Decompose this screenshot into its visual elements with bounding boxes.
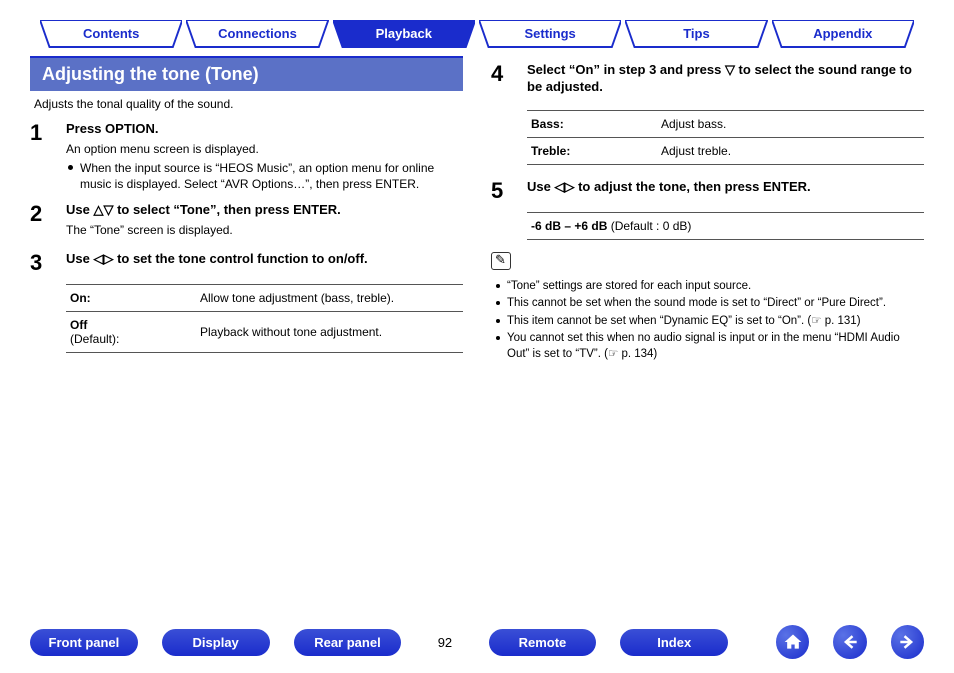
step-heading: Select “On” in step 3 and press ▽ to sel…	[527, 62, 924, 96]
range-bold: -6 dB – +6 dB	[531, 219, 607, 233]
index-button[interactable]: Index	[620, 629, 728, 656]
note-item: This cannot be set when the sound mode i…	[495, 296, 924, 312]
tab-playback[interactable]: Playback	[333, 20, 475, 48]
tab-appendix[interactable]: Appendix	[772, 20, 914, 48]
tab-label: Contents	[83, 26, 139, 41]
home-icon[interactable]	[776, 625, 809, 659]
option-value: Allow tone adjustment (bass, treble).	[200, 291, 459, 305]
option-value: Adjust treble.	[661, 144, 920, 158]
step-4: 4 Select “On” in step 3 and press ▽ to s…	[491, 62, 924, 100]
option-key: Treble:	[531, 144, 661, 158]
step-1: 1 Press OPTION. An option menu screen is…	[30, 121, 463, 192]
option-key: On:	[70, 291, 200, 305]
page-number: 92	[425, 635, 464, 650]
tab-label: Playback	[376, 26, 432, 41]
notes-list: “Tone” settings are stored for each inpu…	[491, 279, 924, 363]
remote-button[interactable]: Remote	[489, 629, 597, 656]
tab-contents[interactable]: Contents	[40, 20, 182, 48]
step-heading: Use △▽ to select “Tone”, then press ENTE…	[66, 202, 463, 219]
step-5: 5 Use ◁▷ to adjust the tone, then press …	[491, 179, 924, 202]
table-row: On: Allow tone adjustment (bass, treble)…	[66, 284, 463, 311]
db-range: -6 dB – +6 dB (Default : 0 dB)	[527, 212, 924, 240]
table-row: Off (Default): Playback without tone adj…	[66, 311, 463, 353]
tab-label: Tips	[683, 26, 710, 41]
tab-label: Connections	[218, 26, 297, 41]
table-row: Treble: Adjust treble.	[527, 137, 924, 165]
top-tabs: Contents Connections Playback Settings T…	[0, 0, 954, 48]
step-number: 2	[30, 202, 56, 241]
option-value: Playback without tone adjustment.	[200, 325, 459, 339]
prev-page-icon[interactable]	[833, 625, 866, 659]
option-key-sub: (Default):	[70, 332, 200, 346]
tab-settings[interactable]: Settings	[479, 20, 621, 48]
step-sub: The “Tone” screen is displayed.	[66, 223, 463, 237]
step-heading: Use ◁▷ to set the tone control function …	[66, 251, 463, 268]
option-key-main: Off	[70, 318, 87, 332]
tab-tips[interactable]: Tips	[625, 20, 767, 48]
step-bullet: When the input source is “HEOS Music”, a…	[66, 160, 463, 192]
range-rest: (Default : 0 dB)	[607, 219, 691, 233]
step-number: 5	[491, 179, 517, 202]
step-number: 4	[491, 62, 517, 100]
section-title: Adjusting the tone (Tone)	[30, 56, 463, 91]
option-key: Off (Default):	[70, 318, 200, 346]
note-item: “Tone” settings are stored for each inpu…	[495, 279, 924, 295]
step-number: 1	[30, 121, 56, 192]
right-column: 4 Select “On” in step 3 and press ▽ to s…	[491, 56, 924, 364]
footer: Front panel Display Rear panel 92 Remote…	[0, 625, 954, 659]
note-item: You cannot set this when no audio signal…	[495, 331, 924, 362]
note-item: This item cannot be set when “Dynamic EQ…	[495, 314, 924, 330]
step-2: 2 Use △▽ to select “Tone”, then press EN…	[30, 202, 463, 241]
left-column: Adjusting the tone (Tone) Adjusts the to…	[30, 56, 463, 364]
display-button[interactable]: Display	[162, 629, 270, 656]
option-value: Adjust bass.	[661, 117, 920, 131]
tab-label: Appendix	[813, 26, 872, 41]
front-panel-button[interactable]: Front panel	[30, 629, 138, 656]
next-page-icon[interactable]	[891, 625, 924, 659]
section-intro: Adjusts the tonal quality of the sound.	[34, 97, 459, 111]
tone-onoff-table: On: Allow tone adjustment (bass, treble)…	[66, 284, 463, 353]
step-number: 3	[30, 251, 56, 274]
step-heading: Press OPTION.	[66, 121, 463, 138]
step-heading: Use ◁▷ to adjust the tone, then press EN…	[527, 179, 924, 196]
tab-connections[interactable]: Connections	[186, 20, 328, 48]
tab-label: Settings	[525, 26, 576, 41]
content-columns: Adjusting the tone (Tone) Adjusts the to…	[0, 48, 954, 364]
step-sub: An option menu screen is displayed.	[66, 142, 463, 156]
rear-panel-button[interactable]: Rear panel	[294, 629, 402, 656]
option-key: Bass:	[531, 117, 661, 131]
bass-treble-table: Bass: Adjust bass. Treble: Adjust treble…	[527, 110, 924, 165]
note-icon	[491, 252, 511, 270]
table-row: Bass: Adjust bass.	[527, 110, 924, 137]
step-3: 3 Use ◁▷ to set the tone control functio…	[30, 251, 463, 274]
